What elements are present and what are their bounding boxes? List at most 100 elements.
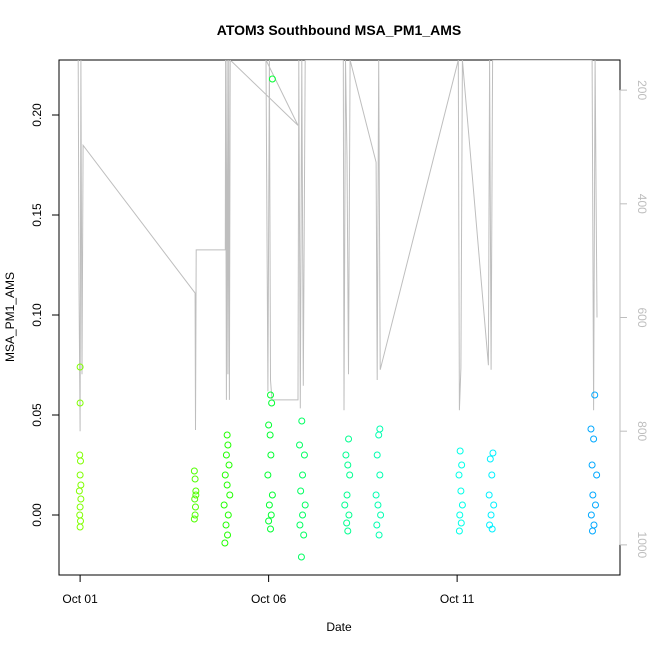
data-point [344,461,352,469]
data-point [268,399,276,407]
data-point [76,399,84,407]
data-point [341,501,349,509]
data-point [190,515,198,523]
data-point [192,487,200,495]
data-point [224,531,232,539]
data-point [587,511,595,519]
data-point [300,531,308,539]
y-axis-label: MSA_PM1_AMS [3,272,17,362]
data-point [76,471,84,479]
y2-tick-label: 1000 [635,532,649,559]
data-point [296,521,304,529]
data-point [76,503,84,511]
data-point [265,517,273,525]
data-point [297,487,305,495]
data-point [221,471,229,479]
data-point [224,511,232,519]
data-point [77,481,85,489]
data-point [265,421,273,429]
data-point [267,511,275,519]
y-tick-label: 0.15 [30,203,44,227]
data-point [487,511,495,519]
data-point [489,449,497,457]
data-point [457,519,465,527]
data-point [301,501,309,509]
data-point [225,461,233,469]
data-point [299,471,307,479]
data-point [345,511,353,519]
data-point [373,521,381,529]
x-tick-label: Oct 06 [251,592,287,606]
data-point [76,363,84,371]
data-point [589,491,597,499]
data-point [222,451,230,459]
data-point [191,503,199,511]
data-point [299,511,307,519]
data-point [376,471,384,479]
data-point [222,521,230,529]
data-point [224,441,232,449]
data-point [485,491,493,499]
y-tick-label: 0.05 [30,403,44,427]
data-point [297,553,305,561]
data-point [296,441,304,449]
y2-tick-label: 200 [635,80,649,100]
data-point [346,471,354,479]
data-point [458,501,466,509]
data-point [455,471,463,479]
x-axis-label: Date [326,620,352,634]
data-point [223,481,231,489]
y-tick-label: 0.10 [30,303,44,327]
data-point [488,471,496,479]
x-tick-label: Oct 11 [440,592,475,606]
data-point [226,491,234,499]
data-point [267,525,275,533]
data-point [591,501,599,509]
data-point [264,471,272,479]
data-point [588,527,596,535]
data-point [76,457,84,465]
data-point [223,431,231,439]
data-point [77,495,85,503]
data-point [345,435,353,443]
data-point [591,391,599,399]
data-point [377,511,385,519]
data-point [587,425,595,433]
data-point [221,539,229,547]
data-point [372,491,380,499]
data-point [375,531,383,539]
y-tick-label: 0.00 [30,503,44,527]
data-point [191,475,199,483]
data-point [588,461,596,469]
data-point [76,511,84,519]
data-point [268,491,276,499]
data-point [344,527,352,535]
data-point [191,495,199,503]
data-point [486,455,494,463]
data-point [190,467,198,475]
y-tick-label: 0.20 [30,103,44,127]
chart-title: ATOM3 Southbound MSA_PM1_AMS [217,22,461,38]
data-point [457,487,465,495]
data-point [342,451,350,459]
data-point [373,451,381,459]
y2-tick-label: 400 [635,194,649,214]
data-point [75,487,83,495]
x-tick-label: Oct 01 [62,592,98,606]
y2-tick-label: 600 [635,307,649,327]
data-point [458,461,466,469]
data-point [266,431,274,439]
plot-frame [58,59,621,576]
data-point [76,517,84,525]
y2-tick-label: 800 [635,421,649,441]
data-point [374,501,382,509]
data-point [375,431,383,439]
data-point [298,417,306,425]
data-point [456,447,464,455]
pressure-line [77,60,598,432]
data-point [343,491,351,499]
data-point [490,501,498,509]
data-point [76,451,84,459]
data-point [343,519,351,527]
